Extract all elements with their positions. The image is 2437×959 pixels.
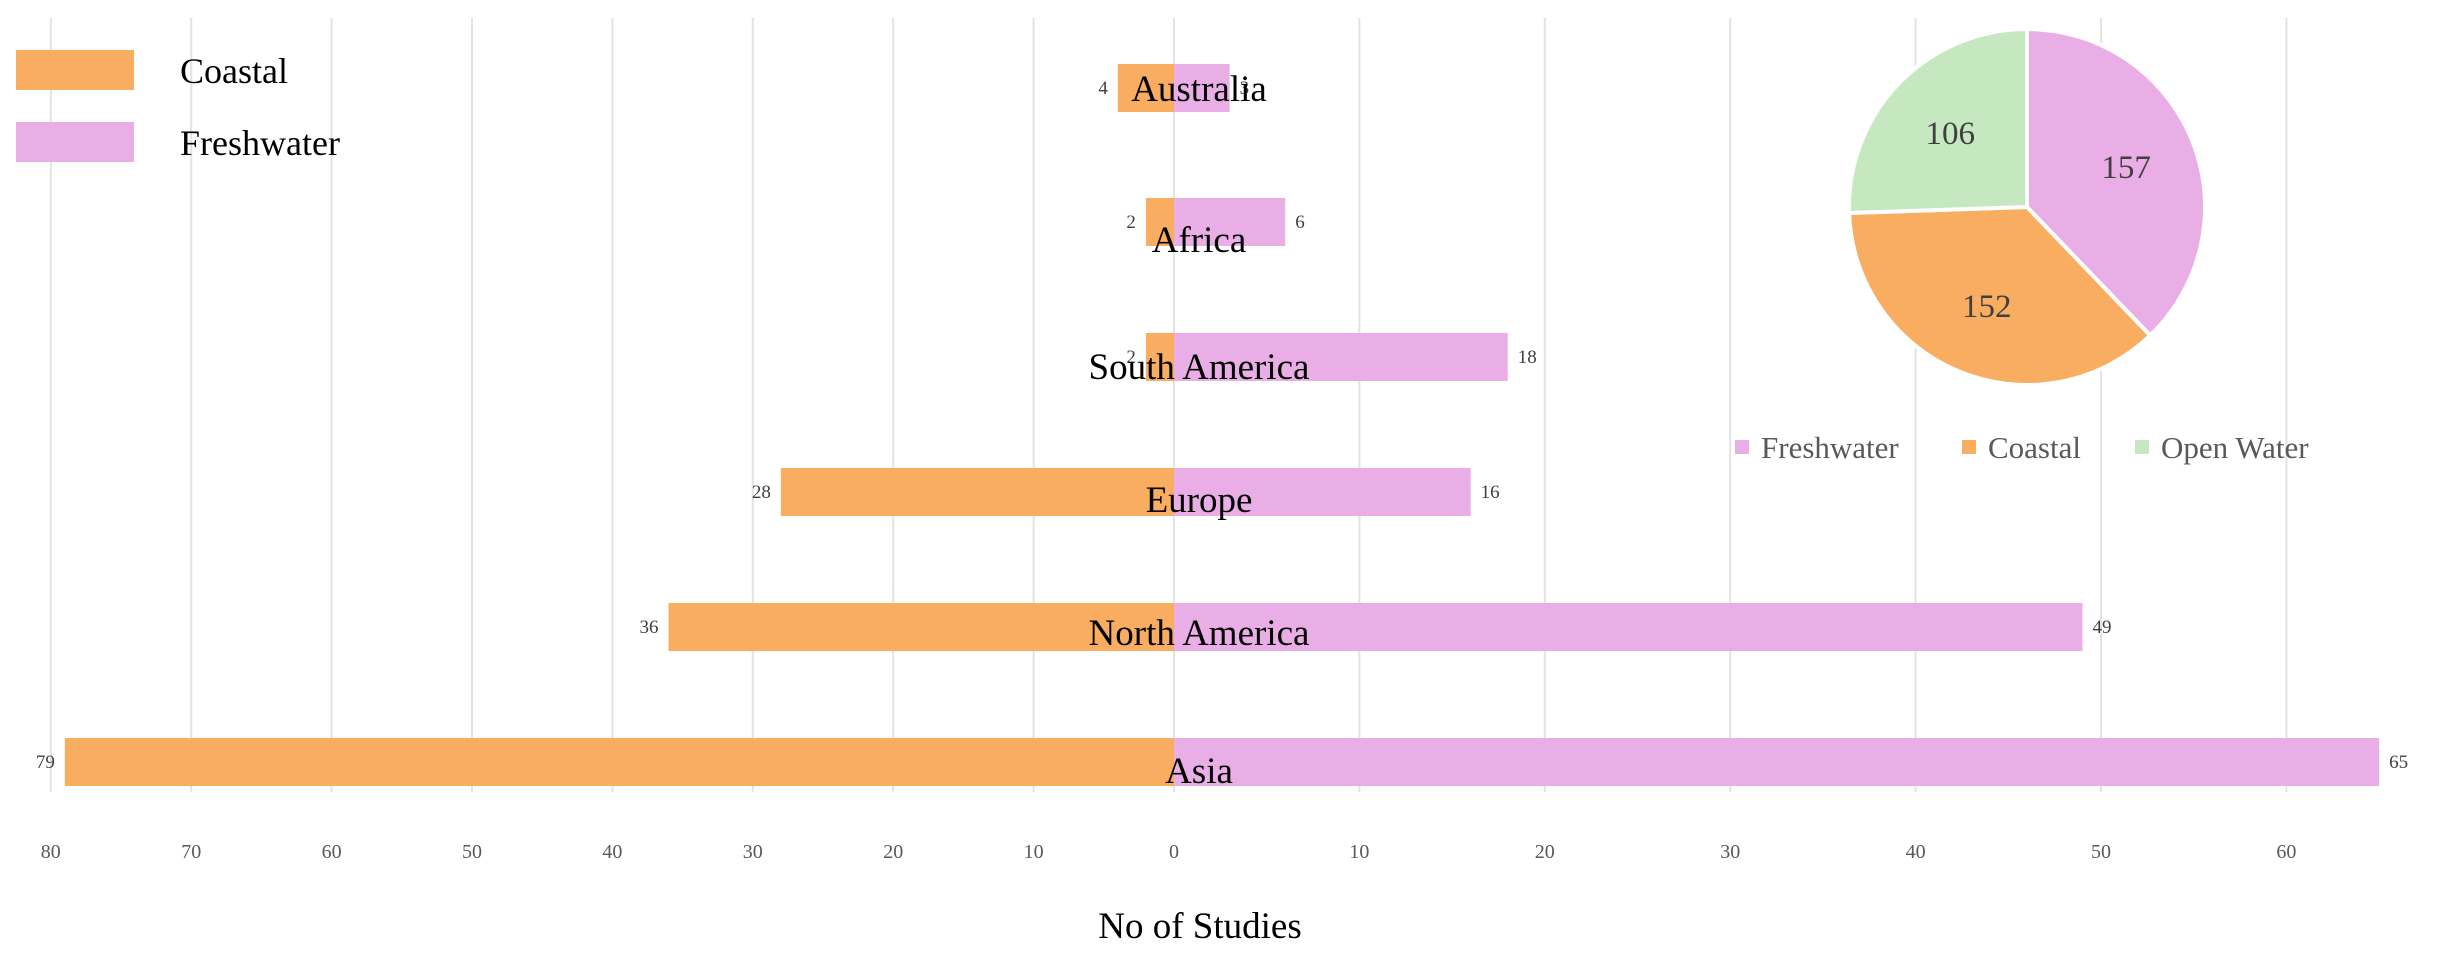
x-tick-label: 30	[1720, 841, 1740, 863]
x-tick-label: 70	[181, 841, 201, 863]
x-tick-label: 60	[322, 841, 342, 863]
x-tick-label: 50	[2091, 841, 2111, 863]
pie-slice-open-water	[1847, 26, 2029, 216]
x-axis-title: No of Studies	[1098, 906, 1302, 947]
pie-legend-label-open-water: Open Water	[2161, 430, 2309, 465]
x-tick-label: 30	[743, 841, 763, 863]
gridlines	[49, 18, 2288, 792]
pie-legend: Freshwater Coastal Open Water	[1735, 430, 2309, 465]
x-tick-label: 20	[1535, 841, 1555, 863]
x-tick-label: 10	[1024, 841, 1044, 863]
x-tick-label: 80	[41, 841, 61, 863]
category-label: North America	[1089, 613, 1310, 654]
bar-coastal-asia	[64, 738, 1175, 786]
bar-coastal-europe	[780, 468, 1174, 516]
bar-freshwater-europe	[1174, 468, 1471, 516]
bar-freshwater-south-america	[1174, 333, 1508, 381]
pie-slice-coastal	[1847, 204, 2154, 387]
value-label-freshwater: 18	[1518, 347, 1537, 368]
category-label: Australia	[1131, 69, 1267, 110]
pie-legend-swatch-freshwater	[1735, 440, 1749, 454]
value-label-coastal: 2	[1126, 212, 1136, 233]
x-tick-label: 50	[462, 841, 482, 863]
legend-label-coastal: Coastal	[180, 51, 288, 91]
pie-chart: 157 152 106	[1847, 26, 2207, 387]
value-label-freshwater: 3	[1240, 78, 1250, 99]
bars	[64, 64, 2380, 786]
value-label-freshwater: 6	[1295, 212, 1305, 233]
bar-coastal-north-america	[668, 603, 1174, 651]
pie-value-label: 152	[1962, 289, 2012, 325]
legend-swatch-coastal	[16, 50, 134, 90]
category-label: Asia	[1165, 751, 1233, 792]
value-label-coastal: 28	[752, 482, 771, 503]
value-label-freshwater: 65	[2389, 752, 2408, 773]
bar-coastal-australia	[1117, 64, 1174, 112]
x-tick-label: 20	[883, 841, 903, 863]
value-label-freshwater: 16	[1481, 482, 1500, 503]
value-label-coastal: 2	[1126, 347, 1136, 368]
bar-freshwater-north-america	[1174, 603, 2083, 651]
x-tick-label: 10	[1349, 841, 1369, 863]
bar-coastal-south-america	[1145, 333, 1174, 381]
bar-freshwater-australia	[1174, 64, 1230, 112]
x-axis: 80 70 60 50 40 30 20 10 0 10 20 30 40 50 60 No of Studi…	[41, 841, 2297, 947]
legend-label-freshwater: Freshwater	[180, 123, 340, 163]
bar-freshwater-africa	[1174, 198, 1286, 246]
category-label: Europe	[1146, 480, 1253, 521]
pie-value-label: 157	[2101, 150, 2151, 186]
category-label: Africa	[1152, 220, 1247, 261]
category-label: South America	[1089, 347, 1310, 388]
x-tick-label: 40	[602, 841, 622, 863]
x-tick-label: 0	[1169, 841, 1179, 863]
pie-value-label: 106	[1925, 116, 1975, 152]
pie-legend-swatch-open-water	[2135, 440, 2149, 454]
bar-legend: Coastal Freshwater	[16, 50, 340, 163]
x-tick-label: 60	[2276, 841, 2296, 863]
value-label-coastal: 36	[640, 617, 659, 638]
value-label-freshwater: 49	[2092, 617, 2111, 638]
bar-freshwater-asia	[1174, 738, 2380, 786]
pie-slice-freshwater	[2025, 26, 2207, 339]
pie-legend-label-coastal: Coastal	[1988, 430, 2081, 465]
bar-coastal-africa	[1145, 198, 1174, 246]
legend-swatch-freshwater	[16, 122, 134, 162]
pie-legend-label-freshwater: Freshwater	[1761, 430, 1899, 465]
value-label-coastal: 4	[1098, 78, 1108, 99]
x-tick-label: 40	[1906, 841, 1926, 863]
value-label-coastal: 79	[36, 752, 55, 773]
pie-legend-swatch-coastal	[1962, 440, 1976, 454]
